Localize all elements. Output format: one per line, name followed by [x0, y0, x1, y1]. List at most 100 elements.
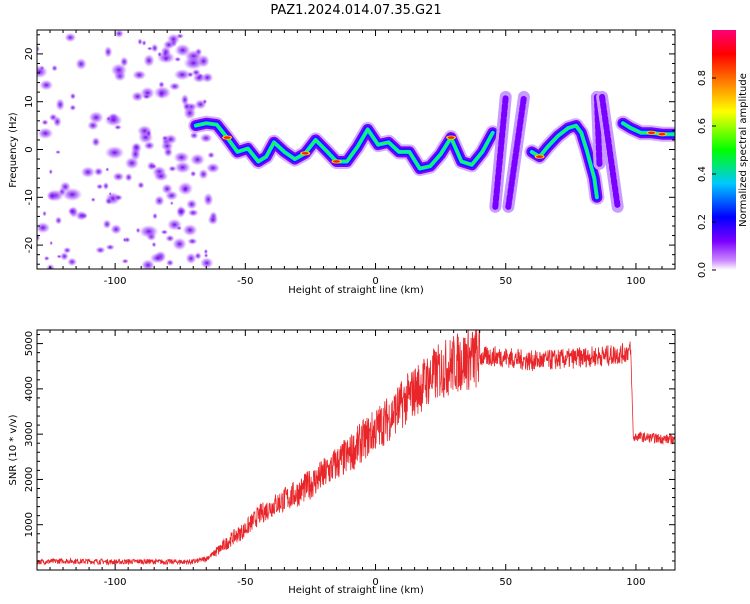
noise-blob — [105, 244, 115, 251]
hotspot — [332, 160, 340, 163]
noise-blob — [187, 208, 199, 217]
noise-blob — [95, 246, 106, 254]
noise-blob — [176, 205, 186, 219]
noise-blob — [104, 145, 125, 160]
snr-content — [37, 330, 675, 566]
x-tick-label: -50 — [237, 577, 253, 588]
noise-blob — [113, 194, 123, 201]
y-tick-label: 10 — [24, 95, 35, 108]
noise-blob — [43, 255, 50, 261]
spectrogram-content — [37, 30, 675, 269]
colorbar-gradient — [712, 30, 736, 270]
noise-blob — [102, 182, 110, 190]
noise-blob — [149, 252, 166, 264]
noise-blob — [183, 106, 197, 120]
noise-blob — [166, 259, 174, 267]
noise-blob — [114, 30, 124, 38]
noise-blob — [141, 40, 147, 46]
noise-blob — [75, 210, 88, 221]
noise-blob — [108, 191, 112, 196]
x-tick-label: 0 — [372, 276, 378, 287]
noise-blob — [55, 150, 61, 155]
noise-blob — [170, 201, 174, 206]
noise-blob — [142, 93, 151, 100]
y-tick-label: 3000 — [24, 421, 35, 446]
colorbar-tick-label: 0.2 — [697, 214, 708, 230]
noise-blob — [165, 234, 175, 243]
noise-blob — [80, 166, 96, 179]
noise-blob — [203, 248, 208, 255]
noise-blob — [199, 257, 214, 269]
noise-blob — [124, 156, 140, 170]
noise-blob — [60, 251, 69, 261]
noise-blob — [154, 195, 165, 207]
noise-blob — [105, 167, 110, 172]
noise-blob — [67, 207, 77, 216]
snr-x-axis-label: Height of straight line (km) — [288, 585, 424, 596]
noise-blob — [187, 237, 198, 245]
noise-blob — [207, 214, 219, 226]
noise-blob — [138, 224, 159, 239]
noise-blob — [67, 257, 78, 267]
y-tick-label: 1000 — [24, 512, 35, 537]
streak — [492, 93, 509, 210]
x-tick-label: -100 — [104, 577, 127, 588]
noise-blob — [137, 38, 143, 46]
noise-blob — [37, 221, 51, 234]
noise-blob — [182, 223, 198, 237]
noise-blob — [42, 210, 47, 217]
noise-blob — [198, 168, 209, 180]
noise-blob — [168, 82, 181, 91]
noise-blob — [186, 198, 198, 210]
noise-blob — [199, 133, 213, 144]
noise-blob — [152, 212, 158, 220]
noise-blob — [37, 65, 49, 79]
noise-blob — [122, 237, 127, 243]
noise-blob — [153, 171, 169, 182]
noise-blob — [69, 104, 77, 111]
spectrogram-y-axis-label: Frequency (Hz) — [8, 112, 19, 188]
colorbar-ticks: 0.0 0.2 0.4 0.6 0.8 — [697, 70, 716, 278]
noise-blob — [174, 161, 192, 174]
noise-blob — [110, 63, 128, 77]
y-tick-label: 4000 — [24, 376, 35, 401]
x-tick-label: -100 — [104, 276, 127, 287]
noise-blob — [39, 79, 54, 91]
x-tick-label: 50 — [499, 577, 512, 588]
noise-blob — [158, 81, 165, 89]
noise-blob — [37, 45, 40, 53]
colorbar-tick-label: 0.6 — [697, 118, 708, 134]
noise-blob — [110, 224, 122, 235]
noise-blob — [104, 45, 113, 58]
y-tick-label: 5000 — [24, 331, 35, 356]
spectrogram-x-axis-label: Height of straight line (km) — [288, 285, 424, 296]
noise-blob — [55, 98, 65, 112]
x-tick-label: 50 — [499, 276, 512, 287]
noise-blob — [137, 181, 145, 189]
hotspot — [536, 155, 544, 158]
noise-blob — [189, 131, 199, 140]
noise-blob — [41, 119, 49, 126]
noise-blob — [207, 151, 215, 159]
noise-blob — [150, 43, 159, 53]
noise-blob — [146, 46, 153, 51]
noise-blob — [180, 93, 190, 106]
noise-blob — [49, 240, 53, 246]
y-tick-label: 20 — [24, 48, 35, 61]
noise-blob — [75, 57, 87, 71]
noise-blob — [121, 258, 129, 264]
noise-blob — [52, 115, 62, 128]
noise-blob — [185, 252, 197, 265]
snr-frame — [36, 329, 676, 571]
noise-blob — [151, 241, 157, 248]
streak — [593, 93, 603, 167]
noise-blob — [88, 111, 104, 124]
hotspot — [658, 132, 666, 136]
noise-blob — [112, 172, 125, 182]
noise-blob — [189, 153, 206, 166]
streak — [505, 93, 527, 210]
noise-blob — [51, 64, 58, 72]
noise-blob — [160, 229, 169, 235]
noise-blob — [205, 162, 221, 174]
